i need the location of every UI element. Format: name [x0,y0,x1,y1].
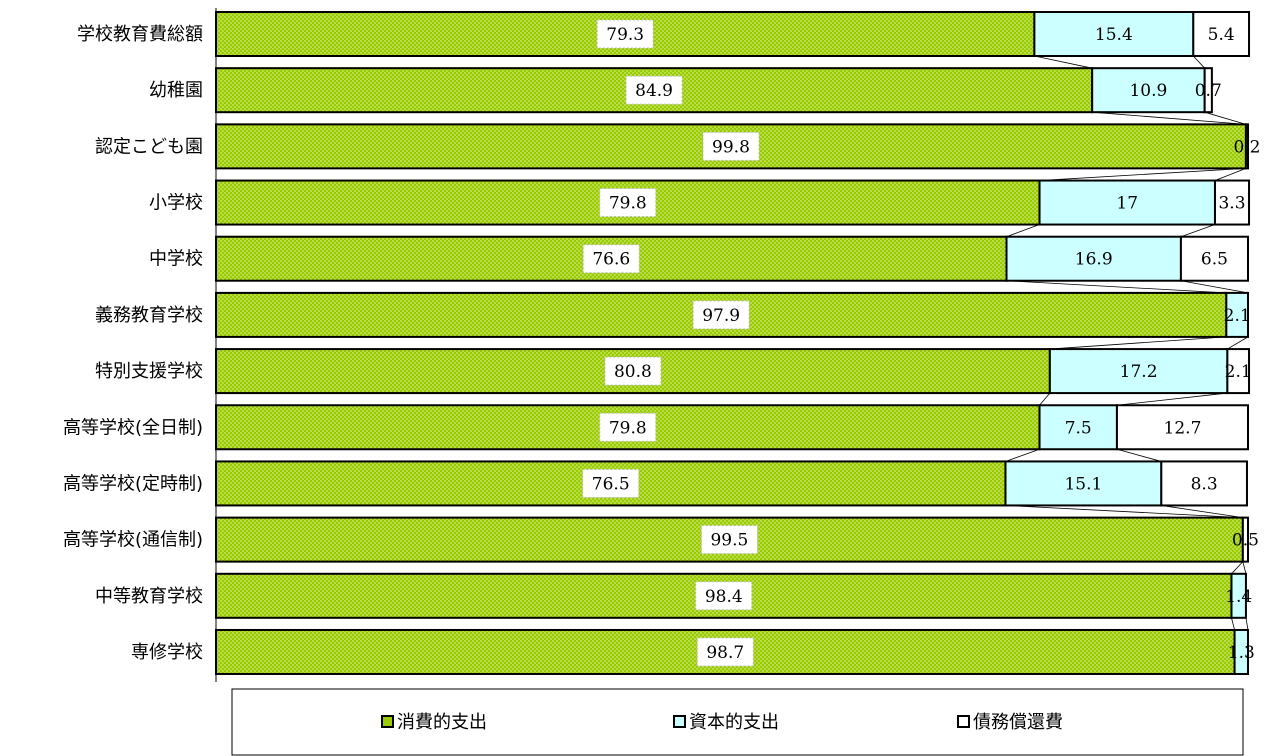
labels: 学校教育費総額 79.3 15.4 5.4 幼稚園 84.9 10.9 0.7 認定こども園 99… [63,20,1261,666]
series-line [1117,449,1161,461]
series-line [1227,337,1248,349]
series-line [1007,281,1227,293]
data-label-幼稚園-series-0: 84.9 [635,81,673,101]
data-label-幼稚園-series-2: 0.7 [1195,81,1222,101]
data-label-高等学校-定時制--series-0: 76.5 [592,474,630,494]
category-label-高等学校-通信制-: 高等学校(通信制) [63,530,203,551]
bars [216,12,1249,674]
category-label-認定こども園: 認定こども園 [95,136,203,157]
data-label-高等学校-通信制--series-2: 0.5 [1232,531,1259,551]
series-line [1040,168,1246,180]
data-label-認定こども園-series-2: 0.2 [1233,137,1260,157]
data-label-高等学校-定時制--series-2: 8.3 [1191,474,1218,494]
series-line [1193,56,1204,68]
series-line [1005,505,1242,517]
series-line [1092,112,1246,124]
series-line [1005,449,1039,461]
category-label-幼稚園: 幼稚園 [149,80,203,101]
data-label-特別支援学校-series-1: 17.2 [1120,362,1158,382]
data-label-中学校-series-2: 6.5 [1201,250,1228,270]
category-label-中学校: 中学校 [149,249,203,270]
series-line [1007,225,1040,237]
category-label-義務教育学校: 義務教育学校 [95,305,203,326]
data-label-中学校-series-0: 76.6 [592,250,630,270]
data-label-高等学校-全日制--series-2: 12.7 [1164,418,1202,438]
category-label-高等学校-定時制-: 高等学校(定時制) [63,473,203,494]
legend-label-series-0: 消費的支出 [397,712,487,733]
category-label-特別支援学校: 特別支援学校 [95,361,203,382]
data-label-専修学校-series-0: 98.7 [706,643,744,663]
data-label-小学校-series-0: 79.8 [609,194,647,214]
data-label-高等学校-通信制--series-0: 99.5 [710,531,748,551]
data-label-高等学校-全日制--series-0: 79.8 [609,418,647,438]
data-label-中学校-series-1: 16.9 [1075,250,1113,270]
legend-swatch-series-0 [382,716,393,727]
series-line [1034,56,1092,68]
category-label-専修学校: 専修学校 [131,642,203,663]
series-line [1040,393,1050,405]
category-label-中等教育学校: 中等教育学校 [95,586,203,607]
category-label-小学校: 小学校 [149,193,203,214]
legend-label-series-1: 資本的支出 [689,712,779,733]
data-label-学校教育費総額-series-0: 79.3 [606,25,644,45]
legend: 消費的支出 資本的支出 債務償還費 [232,689,1243,755]
data-label-高等学校-全日制--series-1: 7.5 [1065,418,1092,438]
data-label-認定こども園-series-0: 99.8 [712,137,750,157]
legend-swatch-series-1 [674,716,685,727]
category-label-高等学校-全日制-: 高等学校(全日制) [63,417,203,438]
series-line [1243,562,1246,574]
series-line [1117,393,1227,405]
category-label-学校教育費総額: 学校教育費総額 [77,24,203,45]
series-line [1181,225,1215,237]
series-line [1050,337,1226,349]
data-label-学校教育費総額-series-2: 5.4 [1208,25,1235,45]
data-label-小学校-series-2: 3.3 [1218,194,1245,214]
data-label-義務教育学校-series-0: 97.9 [702,306,740,326]
data-label-高等学校-定時制--series-1: 15.1 [1064,474,1102,494]
legend-label-series-2: 債務償還費 [973,712,1063,733]
data-label-小学校-series-1: 17 [1116,194,1138,214]
data-label-中等教育学校-series-1: 1.4 [1225,587,1252,607]
data-label-専修学校-series-1: 1.3 [1228,643,1255,663]
series-line [1231,618,1234,630]
legend-swatch-series-2 [958,716,969,727]
data-label-幼稚園-series-1: 10.9 [1129,81,1167,101]
series-line [1246,618,1248,630]
data-label-義務教育学校-series-1: 2.1 [1224,306,1251,326]
data-label-学校教育費総額-series-1: 15.4 [1095,25,1133,45]
data-label-特別支援学校-series-2: 2.1 [1225,362,1252,382]
data-label-特別支援学校-series-0: 80.8 [614,362,652,382]
series-line [1231,562,1242,574]
data-label-中等教育学校-series-0: 98.4 [705,587,743,607]
